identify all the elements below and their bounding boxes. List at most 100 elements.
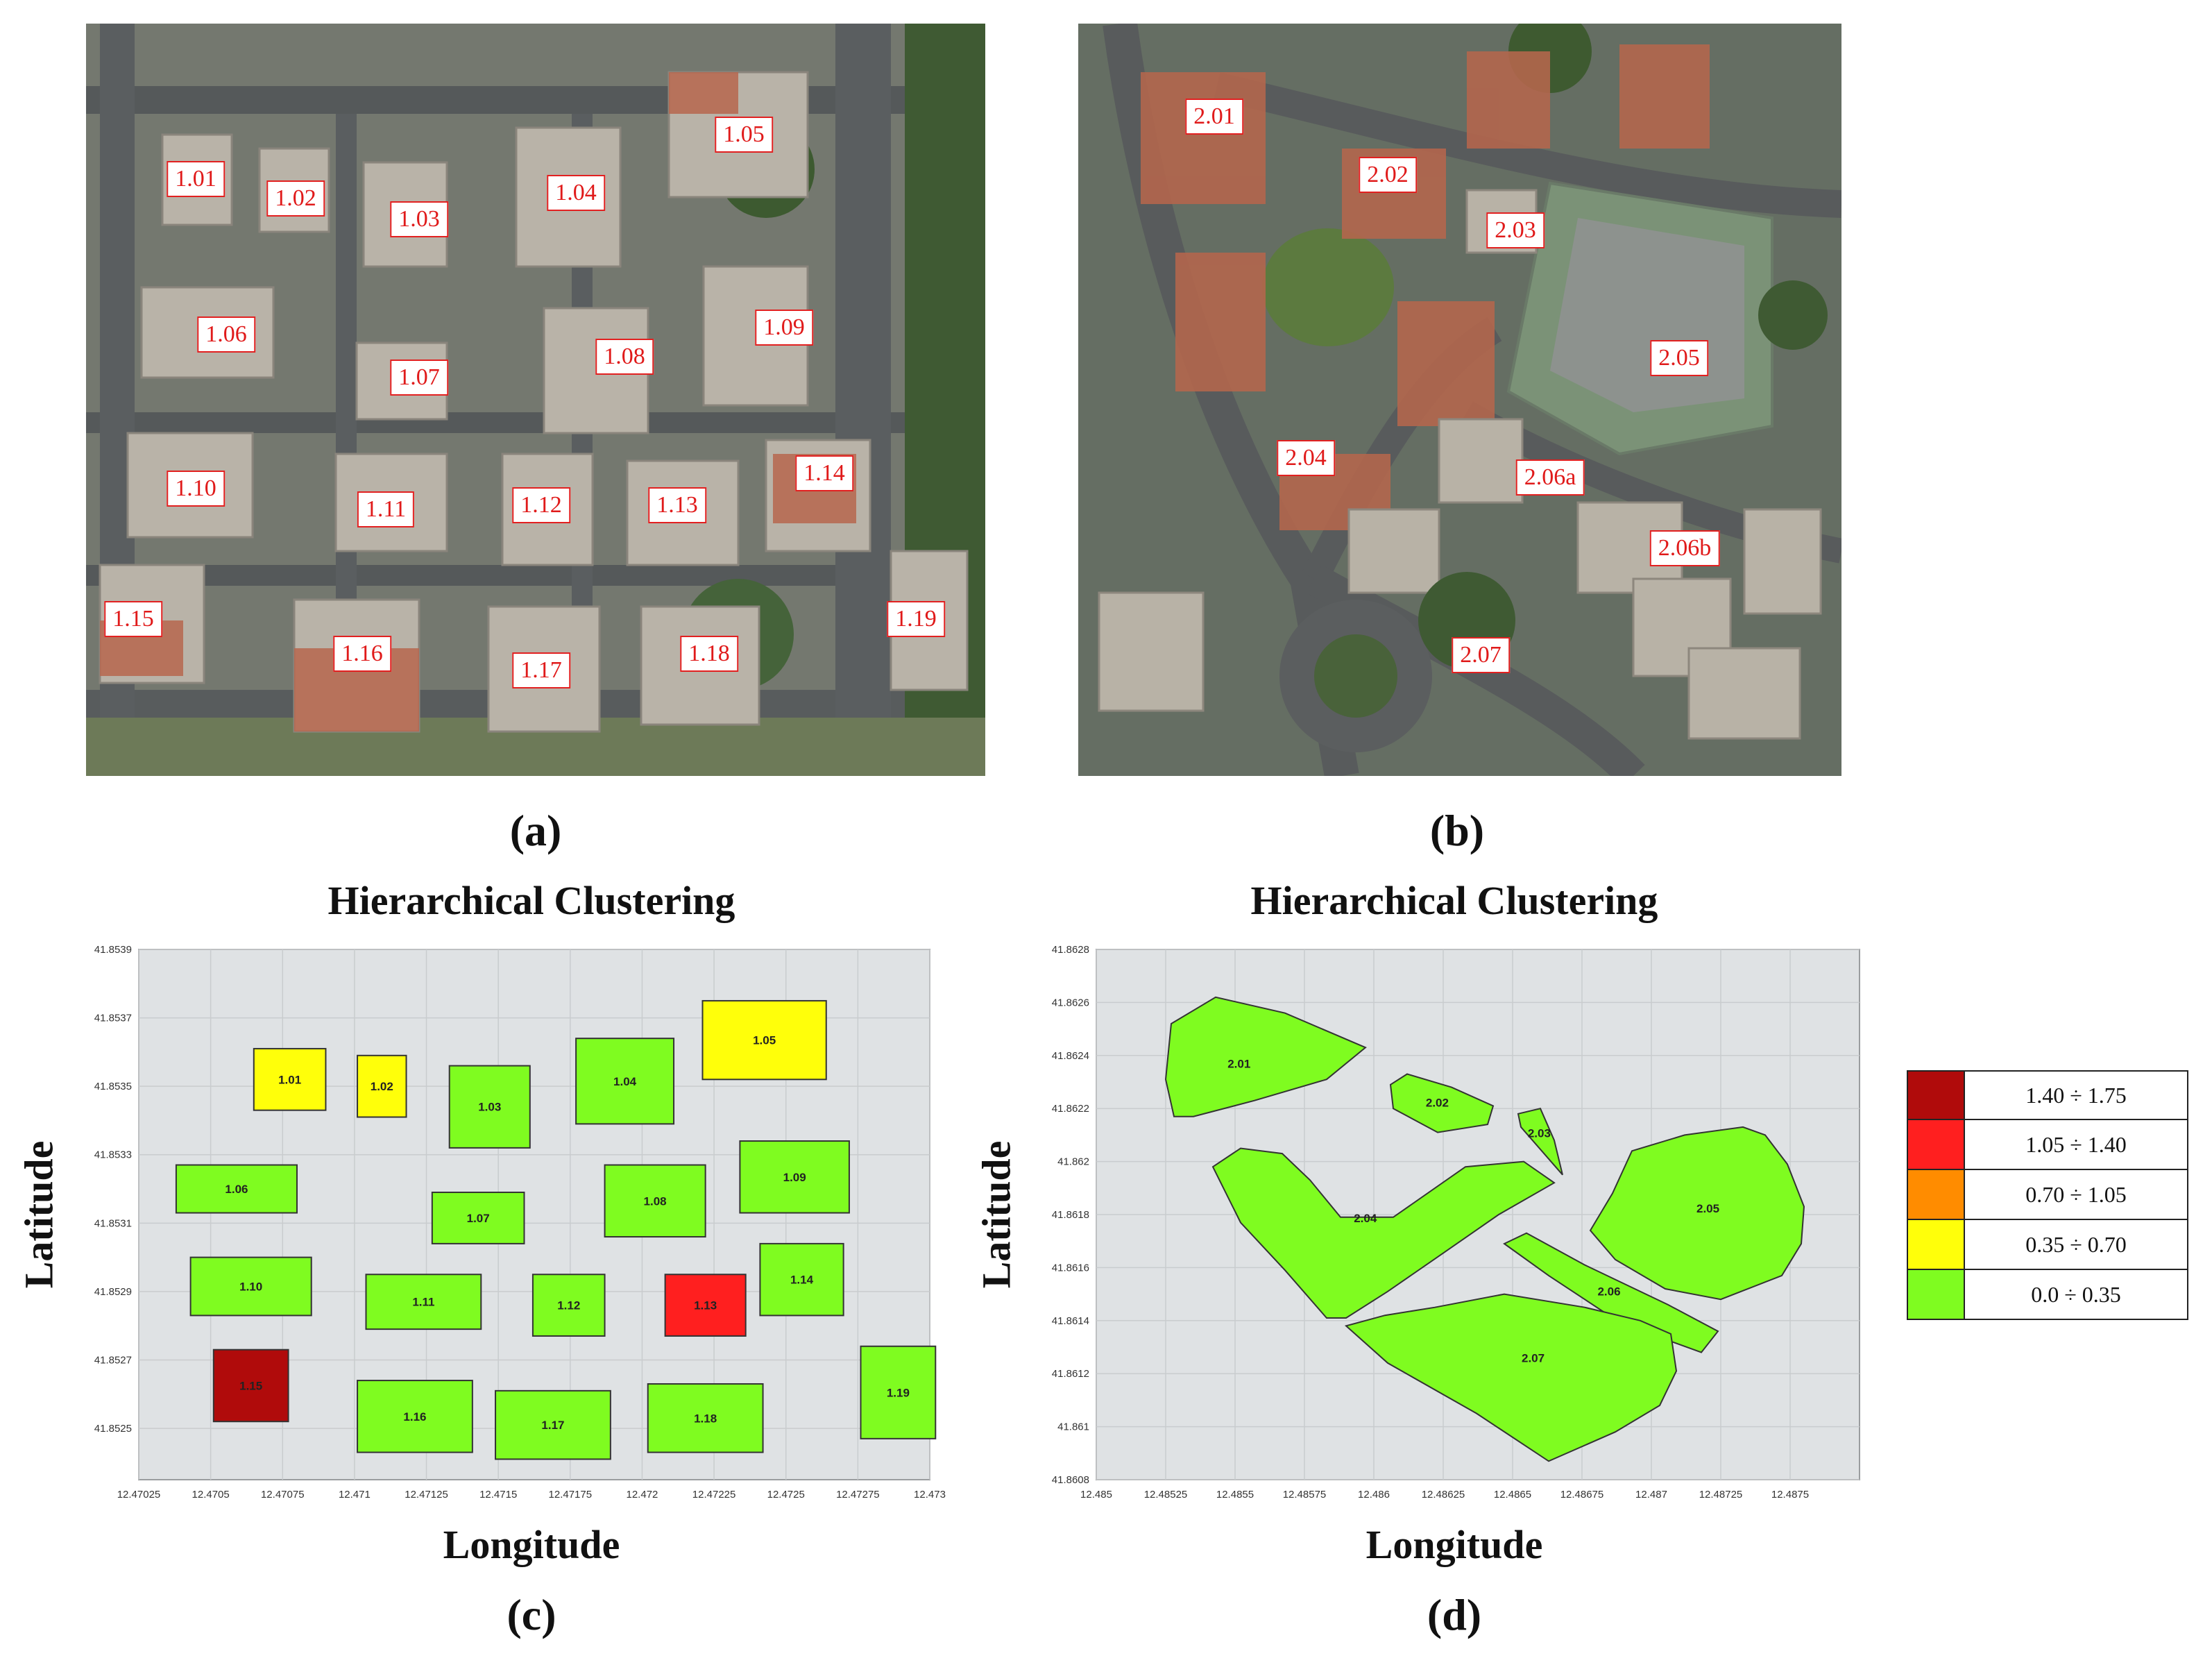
building-label: 1.10 [167, 471, 225, 507]
aerial-texture-b [1078, 24, 1841, 776]
legend-label: 0.35 ÷ 0.70 [1965, 1220, 2188, 1270]
building-label: 2.04 [1277, 440, 1335, 476]
building-label: 1.06 [197, 316, 255, 353]
y-tick-label: 41.8624 [1052, 1050, 1089, 1062]
x-axis-label-c: Longitude [443, 1522, 620, 1567]
building-id-label: 1.10 [239, 1281, 262, 1294]
y-tick-label: 41.8525 [94, 1423, 132, 1435]
building-label: 2.06b [1649, 530, 1720, 566]
y-tick-label: 41.8529 [94, 1286, 132, 1298]
building-footprint [759, 1242, 844, 1317]
building-label: 1.01 [167, 161, 225, 197]
panel-caption-b: (b) [1429, 806, 1485, 855]
x-tick-label: 12.4725 [767, 1489, 805, 1501]
y-tick-label: 41.8616 [1052, 1262, 1089, 1274]
x-tick-label: 12.47175 [549, 1489, 593, 1501]
x-tick-label: 12.4715 [479, 1489, 517, 1501]
legend-swatch [1907, 1270, 1965, 1320]
y-tick-label: 41.862 [1057, 1156, 1089, 1168]
cluster-plot-d: 12.485 12.48525 12.4855 12.48575 12.486 12.48… [1052, 944, 1860, 1501]
building-id-label: 1.07 [467, 1212, 490, 1225]
zone-id-label: 2.04 [1354, 1212, 1377, 1225]
building-label: 1.18 [680, 636, 738, 672]
building-label: 2.05 [1650, 340, 1708, 376]
zone-id-label: 2.06 [1597, 1285, 1620, 1298]
building-footprint [253, 1047, 327, 1111]
chart-title-d: Hierarchical Clustering [1250, 878, 1658, 923]
x-tick-label: 12.48625 [1422, 1489, 1465, 1501]
building-footprint [212, 1349, 289, 1423]
zone-polygon [1164, 996, 1367, 1117]
y-tick-label: 41.8531 [94, 1217, 132, 1229]
building-label: 1.15 [104, 601, 162, 637]
zone-id-label: 2.07 [1522, 1351, 1545, 1364]
building-label: 1.05 [715, 117, 773, 153]
building-label: 1.17 [512, 652, 570, 688]
building-id-label: 1.02 [371, 1080, 393, 1093]
zone-polygon [1589, 1126, 1805, 1301]
building-label: 1.07 [390, 360, 448, 396]
y-tick-label: 41.8537 [94, 1013, 132, 1024]
building-footprint [860, 1345, 937, 1439]
building-id-label: 1.12 [557, 1299, 580, 1312]
legend-swatch [1907, 1070, 1965, 1120]
building-footprint [175, 1164, 298, 1214]
building-id-label: 1.18 [694, 1412, 717, 1425]
legend-swatch [1907, 1220, 1965, 1270]
building-label: 1.08 [595, 339, 654, 375]
zone-polygon [1517, 1108, 1563, 1176]
legend-row: 1.05 ÷ 1.40 [1907, 1120, 2188, 1170]
building-footprint [739, 1140, 850, 1214]
x-tick-label: 12.4865 [1494, 1489, 1531, 1501]
y-tick-label: 41.861 [1057, 1421, 1089, 1433]
legend-row: 0.0 ÷ 0.35 [1907, 1270, 2188, 1320]
building-id-label: 1.15 [239, 1379, 262, 1392]
zone-id-label: 2.03 [1528, 1126, 1551, 1140]
building-label: 1.03 [390, 201, 448, 237]
x-tick-label: 12.472 [627, 1489, 658, 1501]
building-label: 1.11 [357, 491, 415, 527]
building-id-label: 1.17 [541, 1419, 564, 1432]
zone-polygon [1503, 1232, 1719, 1353]
legend-label: 0.0 ÷ 0.35 [1965, 1270, 2188, 1320]
building-label: 2.02 [1359, 157, 1417, 193]
building-footprint [365, 1274, 482, 1330]
y-tick-label: 41.8622 [1052, 1103, 1089, 1115]
building-id-label: 1.14 [790, 1274, 814, 1287]
cluster-plot-c: 12.47025 12.4705 12.47075 12.471 12.47125 12.… [94, 944, 946, 1501]
y-tick-label: 41.8614 [1052, 1315, 1089, 1327]
building-label: 1.02 [266, 180, 325, 217]
building-id-label: 1.08 [644, 1194, 667, 1208]
y-tick-label: 41.8533 [94, 1149, 132, 1161]
building-footprint [357, 1054, 407, 1118]
building-label: 1.19 [887, 601, 945, 637]
x-tick-label: 12.47075 [261, 1489, 305, 1501]
x-tick-label: 12.48675 [1560, 1489, 1604, 1501]
x-tick-label: 12.48525 [1144, 1489, 1188, 1501]
zone-id-label: 2.02 [1426, 1096, 1449, 1109]
chart-title-c: Hierarchical Clustering [327, 878, 735, 923]
building-id-label: 1.05 [753, 1034, 776, 1047]
legend-label: 1.05 ÷ 1.40 [1965, 1120, 2188, 1170]
zone-polygon [1344, 1293, 1678, 1462]
x-tick-label: 12.48725 [1699, 1489, 1743, 1501]
zone-id-label: 2.05 [1696, 1202, 1719, 1215]
building-label: 1.14 [795, 455, 853, 491]
legend-row: 1.40 ÷ 1.75 [1907, 1070, 2188, 1120]
building-id-label: 1.19 [887, 1386, 910, 1399]
color-scale-legend: 1.40 ÷ 1.75 1.05 ÷ 1.40 0.70 ÷ 1.05 0.35… [1907, 1070, 2188, 1320]
x-tick-label: 12.47025 [117, 1489, 161, 1501]
building-label: 1.13 [648, 487, 706, 523]
building-id-label: 1.16 [403, 1410, 426, 1423]
building-footprint [701, 999, 827, 1081]
legend-label: 1.40 ÷ 1.75 [1965, 1070, 2188, 1120]
building-label: 1.12 [512, 487, 570, 523]
legend-row: 0.70 ÷ 1.05 [1907, 1170, 2188, 1220]
building-id-label: 1.09 [783, 1171, 806, 1184]
x-tick-label: 12.47275 [836, 1489, 880, 1501]
y-tick-label: 41.8608 [1052, 1474, 1089, 1486]
building-id-label: 1.06 [225, 1183, 248, 1196]
y-tick-label: 41.8618 [1052, 1209, 1089, 1221]
x-tick-label: 12.486 [1358, 1489, 1390, 1501]
legend-label: 0.70 ÷ 1.05 [1965, 1170, 2188, 1220]
